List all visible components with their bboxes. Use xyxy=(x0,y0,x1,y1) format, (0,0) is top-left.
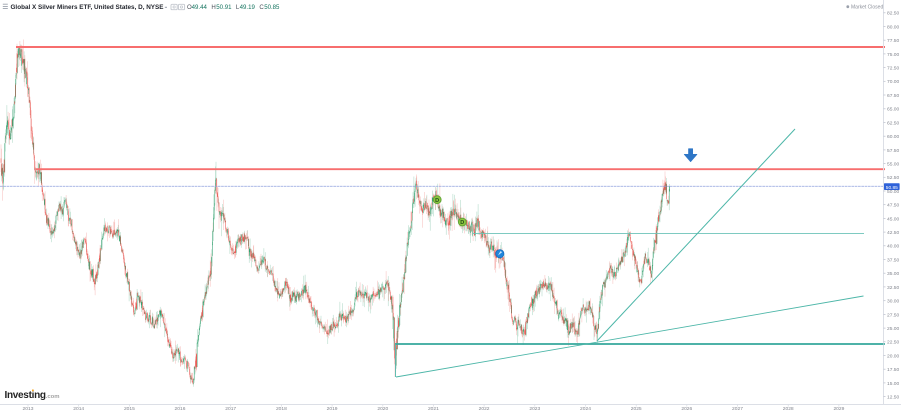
svg-text:62.50: 62.50 xyxy=(887,120,900,126)
svg-text:55.00: 55.00 xyxy=(887,162,900,168)
svg-text:2027: 2027 xyxy=(732,406,743,411)
svg-text:82.50: 82.50 xyxy=(887,11,900,17)
svg-text:2021: 2021 xyxy=(428,406,439,411)
svg-text:50.00: 50.00 xyxy=(887,189,900,195)
svg-text:2014: 2014 xyxy=(73,406,84,411)
svg-text:2017: 2017 xyxy=(225,406,236,411)
svg-text:60.00: 60.00 xyxy=(887,134,900,140)
svg-text:30.00: 30.00 xyxy=(887,299,900,305)
svg-text:D: D xyxy=(435,198,439,204)
svg-text:2019: 2019 xyxy=(327,406,338,411)
svg-text:45.00: 45.00 xyxy=(887,216,900,222)
svg-text:27.50: 27.50 xyxy=(887,312,900,318)
svg-text:2024: 2024 xyxy=(580,406,591,411)
svg-text:2016: 2016 xyxy=(175,406,186,411)
svg-text:D: D xyxy=(460,220,464,226)
svg-text:35.00: 35.00 xyxy=(887,271,900,277)
svg-text:12.50: 12.50 xyxy=(887,395,900,401)
svg-text:65.00: 65.00 xyxy=(887,107,900,113)
svg-text:2020: 2020 xyxy=(377,406,388,411)
svg-text:70.00: 70.00 xyxy=(887,79,900,85)
svg-text:2022: 2022 xyxy=(479,406,490,411)
svg-text:15.00: 15.00 xyxy=(887,381,900,387)
svg-text:Investing.com: Investing.com xyxy=(5,390,60,401)
svg-text:2023: 2023 xyxy=(529,406,540,411)
svg-text:20.00: 20.00 xyxy=(887,353,900,359)
svg-text:22.50: 22.50 xyxy=(887,340,900,346)
svg-text:42.50: 42.50 xyxy=(887,230,900,236)
svg-text:47.50: 47.50 xyxy=(887,203,900,209)
svg-text:52.50: 52.50 xyxy=(887,175,900,181)
svg-text:32.50: 32.50 xyxy=(887,285,900,291)
svg-text:75.00: 75.00 xyxy=(887,52,900,58)
svg-text:40.00: 40.00 xyxy=(887,244,900,250)
svg-text:2029: 2029 xyxy=(833,406,844,411)
svg-text:80.00: 80.00 xyxy=(887,24,900,30)
svg-text:2026: 2026 xyxy=(681,406,692,411)
svg-text:50.85: 50.85 xyxy=(886,185,898,191)
svg-text:37.50: 37.50 xyxy=(887,257,900,263)
svg-text:72.50: 72.50 xyxy=(887,66,900,72)
svg-text:2028: 2028 xyxy=(783,406,794,411)
svg-text:2013: 2013 xyxy=(23,406,34,411)
svg-text:25.00: 25.00 xyxy=(887,326,900,332)
svg-text:Market Closed: Market Closed xyxy=(851,5,883,11)
svg-text:Global X Silver Miners ETF, Un: Global X Silver Miners ETF, United State… xyxy=(11,4,164,11)
svg-text:17.50: 17.50 xyxy=(887,367,900,373)
svg-text:67.50: 67.50 xyxy=(887,93,900,99)
svg-text:57.50: 57.50 xyxy=(887,148,900,154)
svg-text:2015: 2015 xyxy=(124,406,135,411)
svg-text:2025: 2025 xyxy=(631,406,642,411)
svg-text:77.50: 77.50 xyxy=(887,38,900,44)
svg-text:2018: 2018 xyxy=(276,406,287,411)
